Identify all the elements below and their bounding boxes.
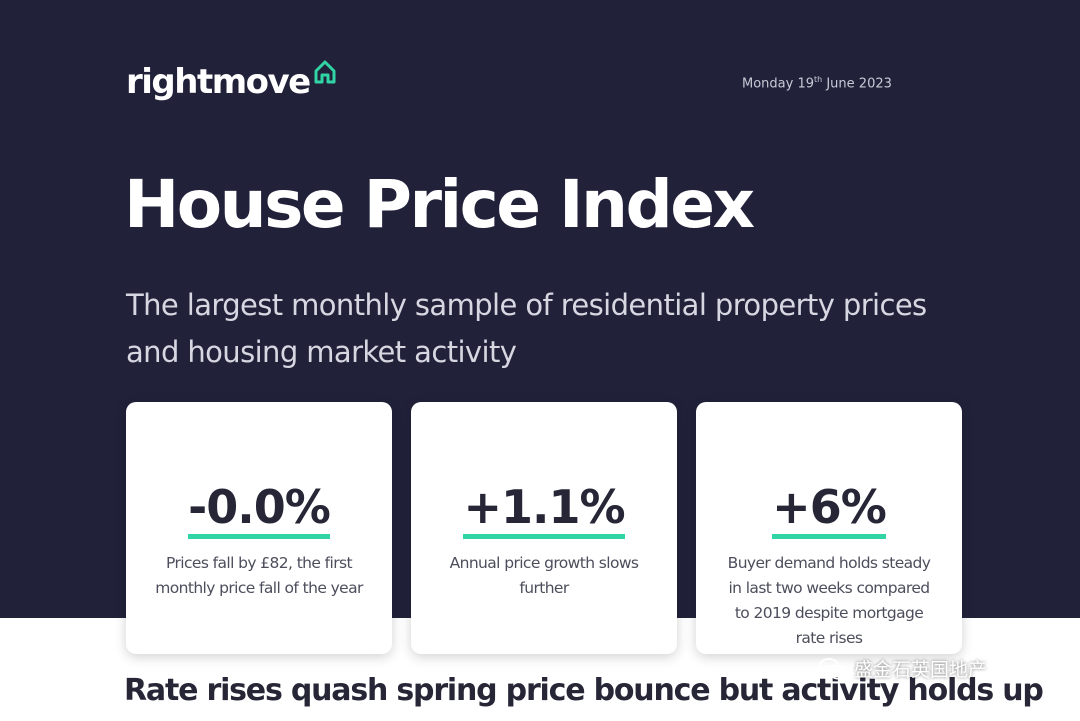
stat-description: Prices fall by £82, the first monthly pr…: [155, 554, 363, 597]
report-date: Monday 19th June 2023: [742, 75, 892, 92]
house-icon: [314, 60, 336, 84]
watermark-text: 盛金石英国地产: [854, 659, 988, 681]
stat-value: -0.0%: [126, 480, 392, 539]
stat-value: +6%: [696, 480, 962, 539]
stat-value: +1.1%: [411, 480, 677, 539]
stat-card-annual-growth: +1.1% Annual price growth slows further: [411, 402, 677, 654]
stat-card-buyer-demand: +6% Buyer demand holds steady in last tw…: [696, 402, 962, 654]
stat-description: Annual price growth slows further: [449, 554, 639, 597]
stat-description: Buyer demand holds steady in last two we…: [727, 554, 931, 647]
report-headline: Rate rises quash spring price bounce but…: [124, 673, 1044, 708]
page-title: House Price Index: [124, 166, 755, 243]
stat-card-price-change: -0.0% Prices fall by £82, the first mont…: [126, 402, 392, 654]
wechat-icon: [818, 657, 847, 679]
wechat-watermark: 盛金石英国地产: [818, 655, 987, 682]
rightmove-logo[interactable]: rightmove: [126, 58, 338, 102]
page-subtitle: The largest monthly sample of residentia…: [126, 288, 927, 369]
logo-wordmark: rightmove: [126, 62, 311, 102]
